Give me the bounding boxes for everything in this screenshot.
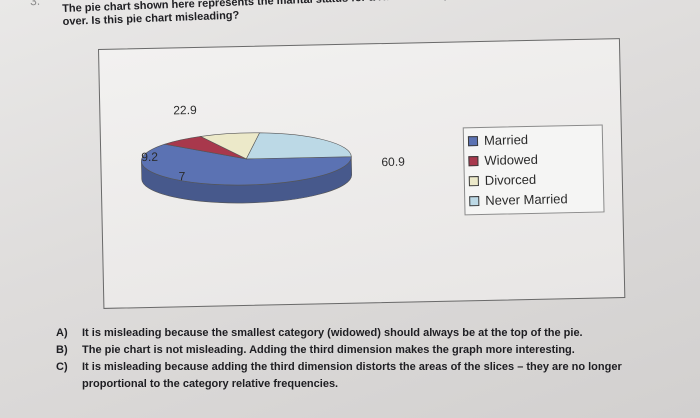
answer-letter-c: C): [56, 361, 68, 373]
legend-label-never-married: Never Married: [485, 191, 568, 208]
legend-swatch-divorced: [468, 176, 479, 187]
legend-item-married: Married: [467, 129, 598, 152]
data-label-divorced: 9.2: [141, 149, 159, 165]
question-text: The pie chart shown here represents the …: [62, 0, 663, 29]
answer-choice-c[interactable]: C) It is misleading because adding the t…: [56, 359, 656, 393]
data-label-never-married: 22.9: [173, 102, 197, 118]
data-label-widowed: 7: [178, 169, 186, 184]
legend-label-widowed: Widowed: [484, 151, 539, 168]
answer-text-a: It is misleading because the smallest ca…: [82, 327, 583, 339]
pie-slice-never-married: [245, 132, 352, 160]
legend-swatch-married: [467, 136, 479, 147]
answer-choice-b[interactable]: B) The pie chart is not misleading. Addi…: [56, 342, 656, 359]
answer-letter-a: A): [56, 327, 68, 339]
answer-text-b: The pie chart is not misleading. Adding …: [82, 344, 575, 356]
legend-item-widowed: Widowed: [468, 149, 598, 172]
legend-swatch-never-married: [469, 196, 480, 207]
legend-label-married: Married: [483, 132, 529, 148]
legend-label-divorced: Divorced: [484, 171, 537, 188]
chart-legend: Married Widowed Divorced Never Married: [462, 124, 605, 216]
chart-frame: 22.9 9.2 7 60.9 Married Widowed Divorced…: [98, 38, 626, 309]
answer-text-c: It is misleading because adding the thir…: [82, 361, 622, 390]
pie-chart: [141, 132, 352, 204]
legend-swatch-widowed: [468, 156, 479, 167]
pie-slice-married: [141, 143, 352, 186]
answer-choices: A) It is misleading because the smallest…: [56, 325, 656, 393]
legend-item-divorced: Divorced: [468, 169, 599, 192]
answer-letter-b: B): [56, 344, 68, 356]
data-label-married: 60.9: [381, 154, 405, 170]
question-number: 3.: [29, 0, 41, 9]
legend-item-never-married: Never Married: [469, 189, 599, 212]
answer-choice-a[interactable]: A) It is misleading because the smallest…: [56, 325, 656, 342]
